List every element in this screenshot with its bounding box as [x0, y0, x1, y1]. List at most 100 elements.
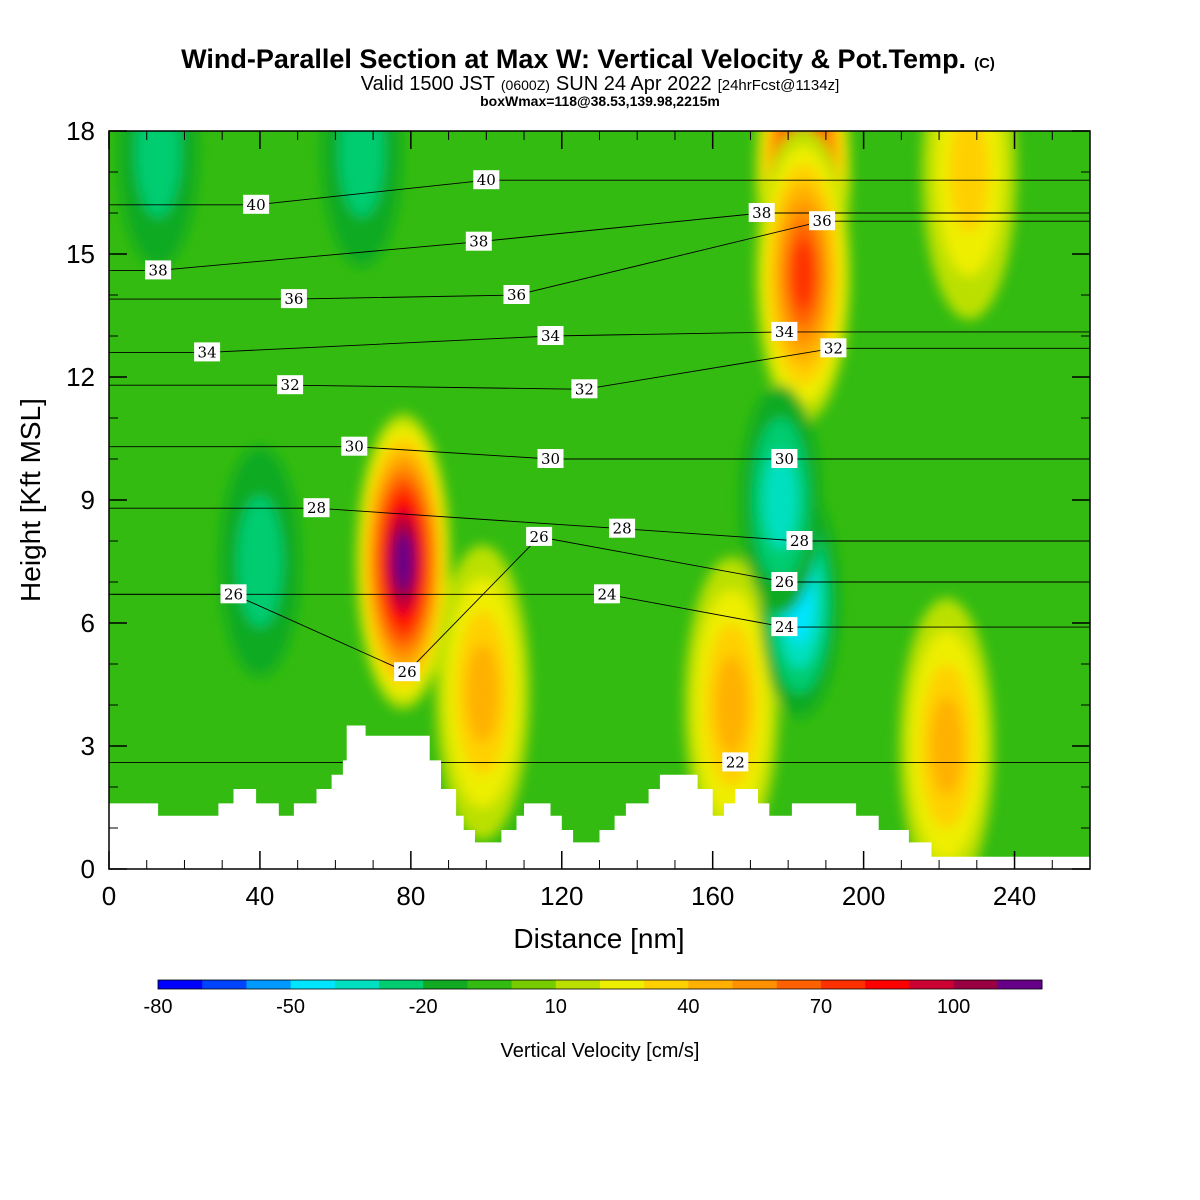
chart-title: Wind-Parallel Section at Max W: Vertical…	[181, 44, 995, 74]
contour-label-text: 36	[813, 212, 832, 230]
colorbar-swatch	[732, 980, 778, 989]
colorbar-swatch	[423, 980, 468, 989]
contour-label-box	[526, 526, 553, 546]
x-tick-label: 160	[691, 881, 734, 911]
colorbar-tick-label: -20	[409, 996, 438, 1018]
theta-contour-label: 40	[473, 170, 500, 190]
y-tick-label: 15	[66, 239, 95, 269]
theta-contour-label: 30	[771, 449, 798, 468]
contour-label-text: 26	[530, 528, 549, 546]
contour-label-text: 28	[307, 499, 326, 517]
plot-area	[109, 131, 1090, 869]
theta-contour-label: 24	[771, 617, 798, 637]
contour-label-box	[341, 436, 368, 456]
contour-label-text: 32	[824, 339, 843, 357]
contour-label-text: 26	[775, 573, 794, 591]
contour-label-text: 32	[575, 380, 594, 398]
x-tick-label: 80	[396, 881, 425, 911]
contour-label-text: 38	[149, 261, 168, 279]
colorbar-swatch	[158, 980, 203, 989]
contour-label-box	[194, 342, 221, 362]
theta-contour-label: 28	[609, 518, 636, 538]
contour-label-box	[473, 170, 500, 190]
y-tick-label: 9	[81, 485, 95, 515]
contour-label-box	[303, 498, 330, 518]
updraft-contour	[466, 643, 499, 742]
contour-label-text: 28	[613, 520, 632, 538]
downdraft-contour	[339, 131, 385, 218]
colorbar-tick-label: 100	[937, 996, 970, 1018]
contour-label-text: 40	[247, 196, 266, 214]
theta-contour-label: 32	[820, 338, 847, 358]
colorbar-swatch	[644, 980, 689, 989]
contour-label-box	[786, 531, 813, 550]
contour-label-box	[771, 449, 798, 468]
contour-label-text: 30	[775, 450, 794, 468]
contour-label-box	[609, 518, 636, 538]
contour-label-text: 24	[597, 585, 616, 603]
contour-label-text: 26	[398, 663, 417, 681]
x-tick-label: 120	[540, 881, 583, 911]
contour-label-box	[771, 617, 798, 637]
y-tick-label: 18	[66, 116, 95, 146]
theta-contour-label: 40	[243, 194, 270, 214]
theta-contour-label: 36	[809, 211, 836, 231]
theta-contour-line	[109, 179, 1090, 206]
contour-label-text: 22	[726, 753, 745, 771]
colorbar-swatch	[202, 980, 247, 989]
contour-label-box	[771, 321, 798, 341]
x-axis-label: Distance [nm]	[513, 923, 684, 954]
x-tick-label: 200	[842, 881, 885, 911]
contour-label-text: 34	[541, 327, 560, 345]
theta-contour-label: 38	[465, 231, 492, 251]
contour-label-box	[394, 662, 421, 682]
theta-contour-label: 26	[394, 662, 421, 682]
contour-label-text: 36	[284, 290, 303, 308]
colorbar-label: Vertical Velocity [cm/s]	[501, 1040, 700, 1062]
colorbar-swatch	[334, 980, 380, 989]
contour-label-box	[537, 449, 564, 468]
contour-label-text: 36	[507, 286, 526, 304]
colorbar-swatch	[865, 980, 910, 989]
theta-contour-label: 22	[722, 752, 749, 772]
colorbar-swatch	[467, 980, 513, 989]
contour-label-box	[722, 752, 749, 772]
updraft-contour	[949, 131, 989, 233]
updraft-contour	[715, 655, 748, 755]
theta-contour-label: 26	[526, 526, 553, 546]
colorbar: -80 -50 -20 10 40 70 100	[144, 979, 1043, 1018]
contour-label-box	[748, 203, 775, 222]
contour-label-box	[277, 375, 304, 395]
downdraft-contour	[135, 131, 181, 218]
colorbar-swatch	[555, 980, 601, 989]
contour-label-box	[594, 584, 620, 604]
contour-label-text: 28	[790, 532, 809, 550]
contour-label-box	[243, 194, 270, 214]
contour-label-text: 34	[775, 323, 794, 341]
colorbar-tick-label: 70	[810, 996, 832, 1018]
theta-contour-label: 28	[303, 498, 330, 518]
theta-contour-label: 30	[341, 436, 368, 456]
contour-label-text: 24	[775, 618, 794, 636]
contour-label-text: 40	[477, 171, 496, 189]
contour-label-box	[809, 211, 836, 231]
theta-contour-line	[109, 593, 1090, 628]
contour-label-text: 32	[281, 376, 300, 394]
downdraft-contour	[237, 495, 283, 628]
colorbar-swatch	[246, 980, 292, 989]
contour-label-text: 30	[345, 438, 364, 456]
y-axis-label: Height [Kft MSL]	[15, 398, 46, 602]
contour-label-box	[571, 379, 598, 399]
colorbar-tick-label: 40	[677, 996, 699, 1018]
colorbar-tick-label: -80	[144, 996, 173, 1018]
contour-label-text: 34	[198, 343, 217, 361]
colorbar-tick-label: -50	[276, 996, 305, 1018]
contour-label-text: 38	[469, 233, 488, 251]
contour-label-box	[503, 285, 530, 304]
colorbar-swatch	[290, 980, 336, 989]
theta-contour-label: 26	[220, 584, 247, 604]
updraft-contour	[930, 696, 963, 796]
theta-contour-label: 24	[594, 584, 620, 604]
